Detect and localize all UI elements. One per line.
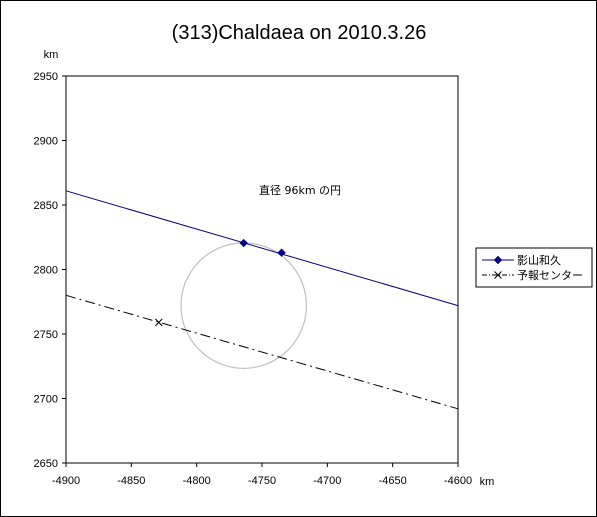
x-axis-unit: km — [480, 476, 495, 488]
y-axis-ticks: 2650 2700 2750 2800 2850 2900 2950 — [34, 71, 66, 470]
legend-label: 予報センター — [517, 269, 583, 282]
y-tick-label: 2650 — [34, 458, 58, 470]
x-tick-label: -4800 — [183, 475, 211, 487]
marker-diamond — [277, 248, 286, 257]
series-line-2 — [65, 294, 459, 410]
x-tick-label: -4650 — [379, 475, 407, 487]
y-axis-unit: km — [44, 49, 59, 61]
legend — [475, 247, 593, 288]
marker-x-stroke — [154, 318, 163, 327]
legend-entry-2: 予報センター — [482, 269, 583, 282]
legend-label: 影山和久 — [517, 254, 561, 267]
x-tick-label: -4750 — [248, 475, 276, 487]
x-tick-label: -4900 — [52, 475, 80, 487]
plot-area — [65, 75, 459, 464]
x-tick-label: -4600 — [444, 475, 472, 487]
marker-diamond — [493, 255, 503, 265]
x-tick-label: -4700 — [313, 475, 341, 487]
x-axis-ticks: -4900 -4850 -4800 -4750 -4700 -4650 -4600 — [52, 463, 472, 487]
legend-entry-1: 影山和久 — [482, 254, 561, 267]
marker-x — [494, 271, 502, 279]
chart-title: (313)Chaldaea on 2010.3.26 — [172, 22, 427, 44]
y-tick-label: 2800 — [34, 265, 58, 277]
y-tick-label: 2900 — [34, 136, 58, 148]
x-tick-label: -4850 — [117, 475, 145, 487]
marker-x-stroke — [494, 271, 502, 279]
y-tick-label: 2950 — [34, 71, 58, 83]
y-tick-label: 2850 — [34, 200, 58, 212]
marker-x — [154, 318, 163, 327]
circle-annotation: 直径 96km の円 — [259, 183, 341, 197]
marker-diamond — [239, 238, 248, 248]
series-line-1 — [65, 190, 459, 307]
y-tick-label: 2700 — [34, 394, 58, 406]
y-tick-label: 2750 — [34, 329, 58, 341]
plot-content — [65, 190, 459, 410]
